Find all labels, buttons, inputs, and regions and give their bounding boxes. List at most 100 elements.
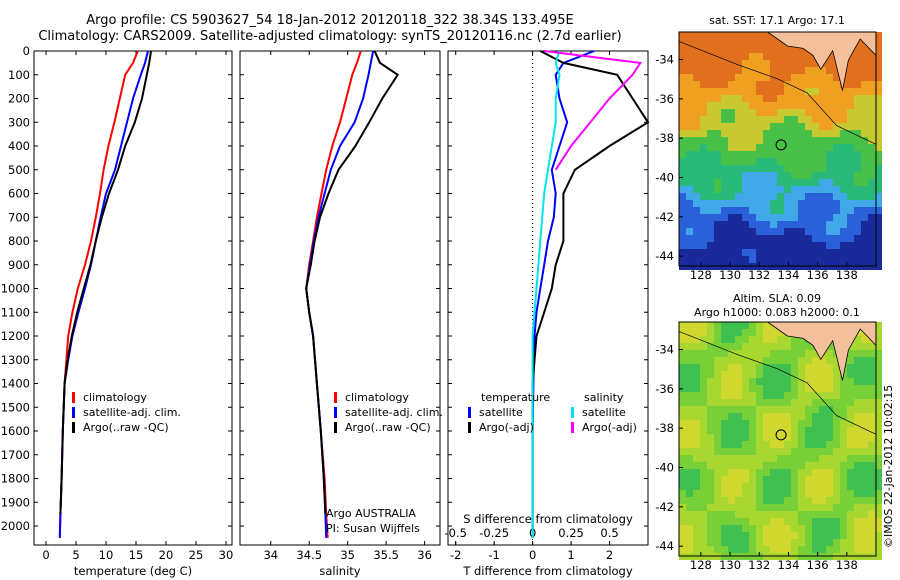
- legend-climatology: climatology: [83, 391, 147, 404]
- series-line-3: [59, 50, 152, 515]
- map-y-tick-label: -38: [655, 131, 674, 145]
- annotation-argo-australia: Argo AUSTRALIA: [326, 507, 416, 520]
- sst-map-title: sat. SST: 17.1 Argo: 17.1: [709, 14, 845, 27]
- x-tick-label: 36: [417, 548, 432, 562]
- series-line-4: [544, 50, 643, 171]
- y-tick-label: 1200: [1, 329, 30, 343]
- map-y-tick-label: -36: [655, 382, 674, 396]
- map-frame: [678, 321, 877, 557]
- y-tick-label: 400: [8, 139, 30, 153]
- map-x-tick-label: 136: [807, 558, 829, 572]
- x2-tick-label: 0.25: [558, 526, 584, 540]
- map-x-tick-label: 132: [748, 558, 770, 572]
- difference-legend-salinity: salinity satellite Argo(-adj): [571, 390, 637, 435]
- map-x-tick-label: 130: [719, 268, 741, 282]
- y-tick-label: 0: [23, 44, 30, 58]
- y-tick-label: 1400: [1, 377, 30, 391]
- map-y-tick-label: -38: [655, 421, 674, 435]
- y-tick-label: 900: [8, 258, 30, 272]
- x-tick-label: 15: [129, 548, 144, 562]
- profile-panel-2: 34 34.5 35 35.5 36 salinity: [239, 50, 441, 578]
- x-tick-label: 2: [606, 548, 613, 562]
- difference-legend-temperature: temperature satellite Argo(-adj): [468, 390, 550, 435]
- y-tick-label: 1300: [1, 353, 30, 367]
- x-tick-label: 1: [567, 548, 574, 562]
- x-tick-label: 25: [189, 548, 204, 562]
- legend-s-argo: Argo(-adj): [582, 421, 637, 434]
- legend-argo: Argo(..raw -QC): [345, 421, 431, 434]
- x-tick-label: -2: [450, 548, 461, 562]
- legend-heading-salinity: salinity: [584, 391, 624, 404]
- sla-map-title-line1: Altim. SLA: 0.09: [732, 292, 822, 305]
- y-tick-label: 1100: [1, 305, 30, 319]
- plot-frame: [239, 50, 441, 546]
- annotation-pi: PI: Susan Wijffels: [326, 522, 420, 535]
- y-tick-label: 600: [8, 187, 30, 201]
- legend-t-satellite: satellite: [479, 406, 523, 419]
- legend-climatology: climatology: [345, 391, 409, 404]
- sla-map-title-line2: Argo h1000: 0.083 h2000: 0.1: [694, 306, 860, 319]
- map-y-tick-label: -42: [655, 500, 674, 514]
- x-tick-label: 34.5: [296, 548, 322, 562]
- legend-satellite: satellite-adj. clim.: [83, 406, 181, 419]
- x-tick-label: 5: [72, 548, 79, 562]
- y-tick-label: 100: [8, 68, 30, 82]
- profile-panel-1: 0 5 10 15 20 25 30 temperature (deg C) 0 100 200 30…: [1, 44, 234, 578]
- x-tick-label: 10: [99, 548, 114, 562]
- map-x-tick-label: 130: [719, 558, 741, 572]
- map-y-tick-label: -44: [655, 539, 674, 553]
- sst-map: 128 130 132 134 136 138 -34 -36 -38 -40 -42 -44: [655, 31, 882, 282]
- profile-panel-3: -2 -1 0 1 2 T difference from climatology -0.5…: [444, 50, 650, 578]
- map-x-tick-label: 136: [807, 268, 829, 282]
- x-tick-label: 0: [529, 548, 536, 562]
- argo-credit-annotation: Argo AUSTRALIA PI: Susan Wijffels: [326, 506, 420, 536]
- legend-t-argo: Argo(-adj): [479, 421, 534, 434]
- map-x-tick-label: 138: [836, 558, 858, 572]
- map-x-tick-label: 138: [836, 268, 858, 282]
- map-y-tick-label: -40: [655, 461, 674, 475]
- y-tick-label: 1500: [1, 400, 30, 414]
- salinity-legend: climatology satellite-adj. clim. Argo(..…: [334, 390, 443, 435]
- map-x-tick-label: 134: [777, 558, 799, 572]
- map-x-tick-label: 134: [777, 268, 799, 282]
- legend-argo: Argo(..raw -QC): [83, 421, 169, 434]
- legend-heading-temperature: temperature: [481, 391, 551, 404]
- series-line-3: [305, 50, 400, 515]
- x-axis-label: salinity: [319, 564, 360, 578]
- x-tick-label: 34: [263, 548, 278, 562]
- plot-frame: [33, 50, 233, 546]
- argo-float-marker: [775, 139, 787, 151]
- x-tick-label: -1: [488, 548, 499, 562]
- argo-float-marker: [775, 429, 787, 441]
- y-tick-label: 1800: [1, 472, 30, 486]
- figure-title-line1: Argo profile: CS 5903627_54 18-Jan-2012 …: [86, 13, 574, 28]
- series-line-3: [531, 50, 561, 538]
- map-x-tick-label: 128: [690, 558, 712, 572]
- shelf-contour: [678, 331, 877, 435]
- temperature-legend: climatology satellite-adj. clim. Argo(..…: [72, 390, 181, 435]
- map-y-tick-label: -34: [655, 343, 674, 357]
- y-tick-label: 300: [8, 115, 30, 129]
- imos-credit: ©IMOS 22-Jan-2012 10:02:15: [882, 384, 895, 548]
- y-tick-label: 500: [8, 163, 30, 177]
- x-axis-label: temperature (deg C): [74, 564, 192, 578]
- x-axis-label: T difference from climatology: [462, 564, 633, 578]
- x-tick-label: 20: [159, 548, 174, 562]
- map-y-tick-label: -42: [655, 210, 674, 224]
- shelf-contour: [678, 41, 877, 145]
- map-y-tick-label: -40: [655, 171, 674, 185]
- legend-satellite: satellite-adj. clim.: [345, 406, 443, 419]
- map-y-tick-label: -44: [655, 249, 674, 263]
- y-tick-label: 2000: [1, 519, 30, 533]
- x2-tick-label: -0.5: [444, 526, 466, 540]
- y-tick-label: 1600: [1, 424, 30, 438]
- y-tick-label: 1000: [1, 282, 30, 296]
- x2-tick-label: -0.25: [479, 526, 509, 540]
- x-tick-label: 0: [42, 548, 49, 562]
- y-tick-label: 200: [8, 92, 30, 106]
- map-y-tick-label: -34: [655, 53, 674, 67]
- x-tick-label: 35: [340, 548, 355, 562]
- x2-tick-label: 0.5: [600, 526, 618, 540]
- x-tick-label: 35.5: [373, 548, 399, 562]
